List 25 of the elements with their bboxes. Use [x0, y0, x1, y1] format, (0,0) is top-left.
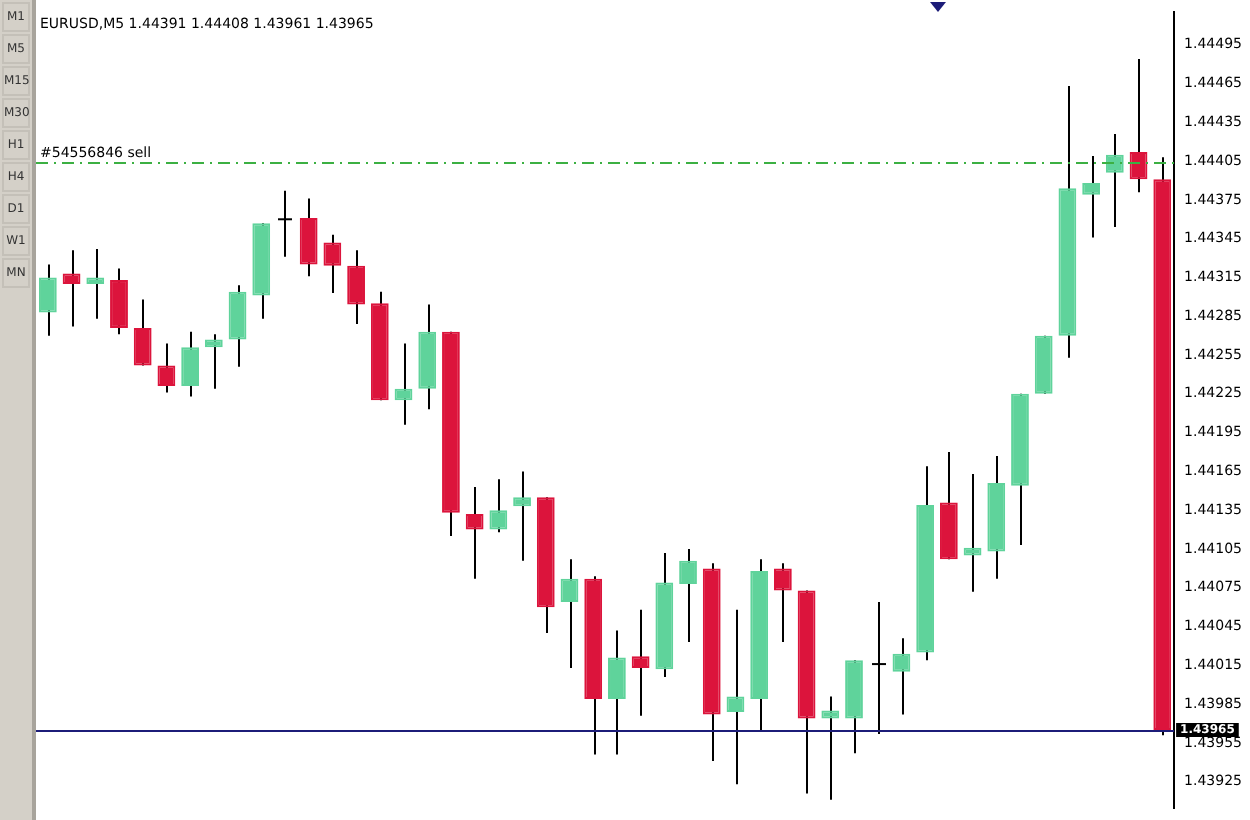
candlestick — [513, 470, 531, 562]
candlestick — [560, 558, 579, 669]
candlestick — [631, 608, 650, 717]
candlestick — [892, 637, 911, 716]
candlestick — [773, 562, 792, 644]
candlestick — [608, 629, 626, 756]
candlestick — [871, 601, 887, 735]
candlestick — [277, 189, 293, 258]
candlestick — [228, 284, 247, 368]
candlestick — [181, 330, 200, 398]
candlestick — [86, 248, 105, 320]
candlestick — [1105, 132, 1124, 229]
candlestick — [465, 485, 484, 580]
candlestick — [38, 263, 57, 337]
candlestick — [1082, 154, 1101, 239]
candlestick — [133, 298, 152, 367]
candlestick — [679, 548, 697, 644]
candlestick — [726, 608, 745, 786]
candlestick — [110, 267, 128, 336]
candlestick — [299, 197, 318, 278]
candlestick — [489, 478, 508, 534]
candlestick — [323, 233, 342, 294]
candlestick — [347, 249, 365, 326]
candlestick — [157, 342, 176, 394]
candlestick — [62, 249, 81, 328]
